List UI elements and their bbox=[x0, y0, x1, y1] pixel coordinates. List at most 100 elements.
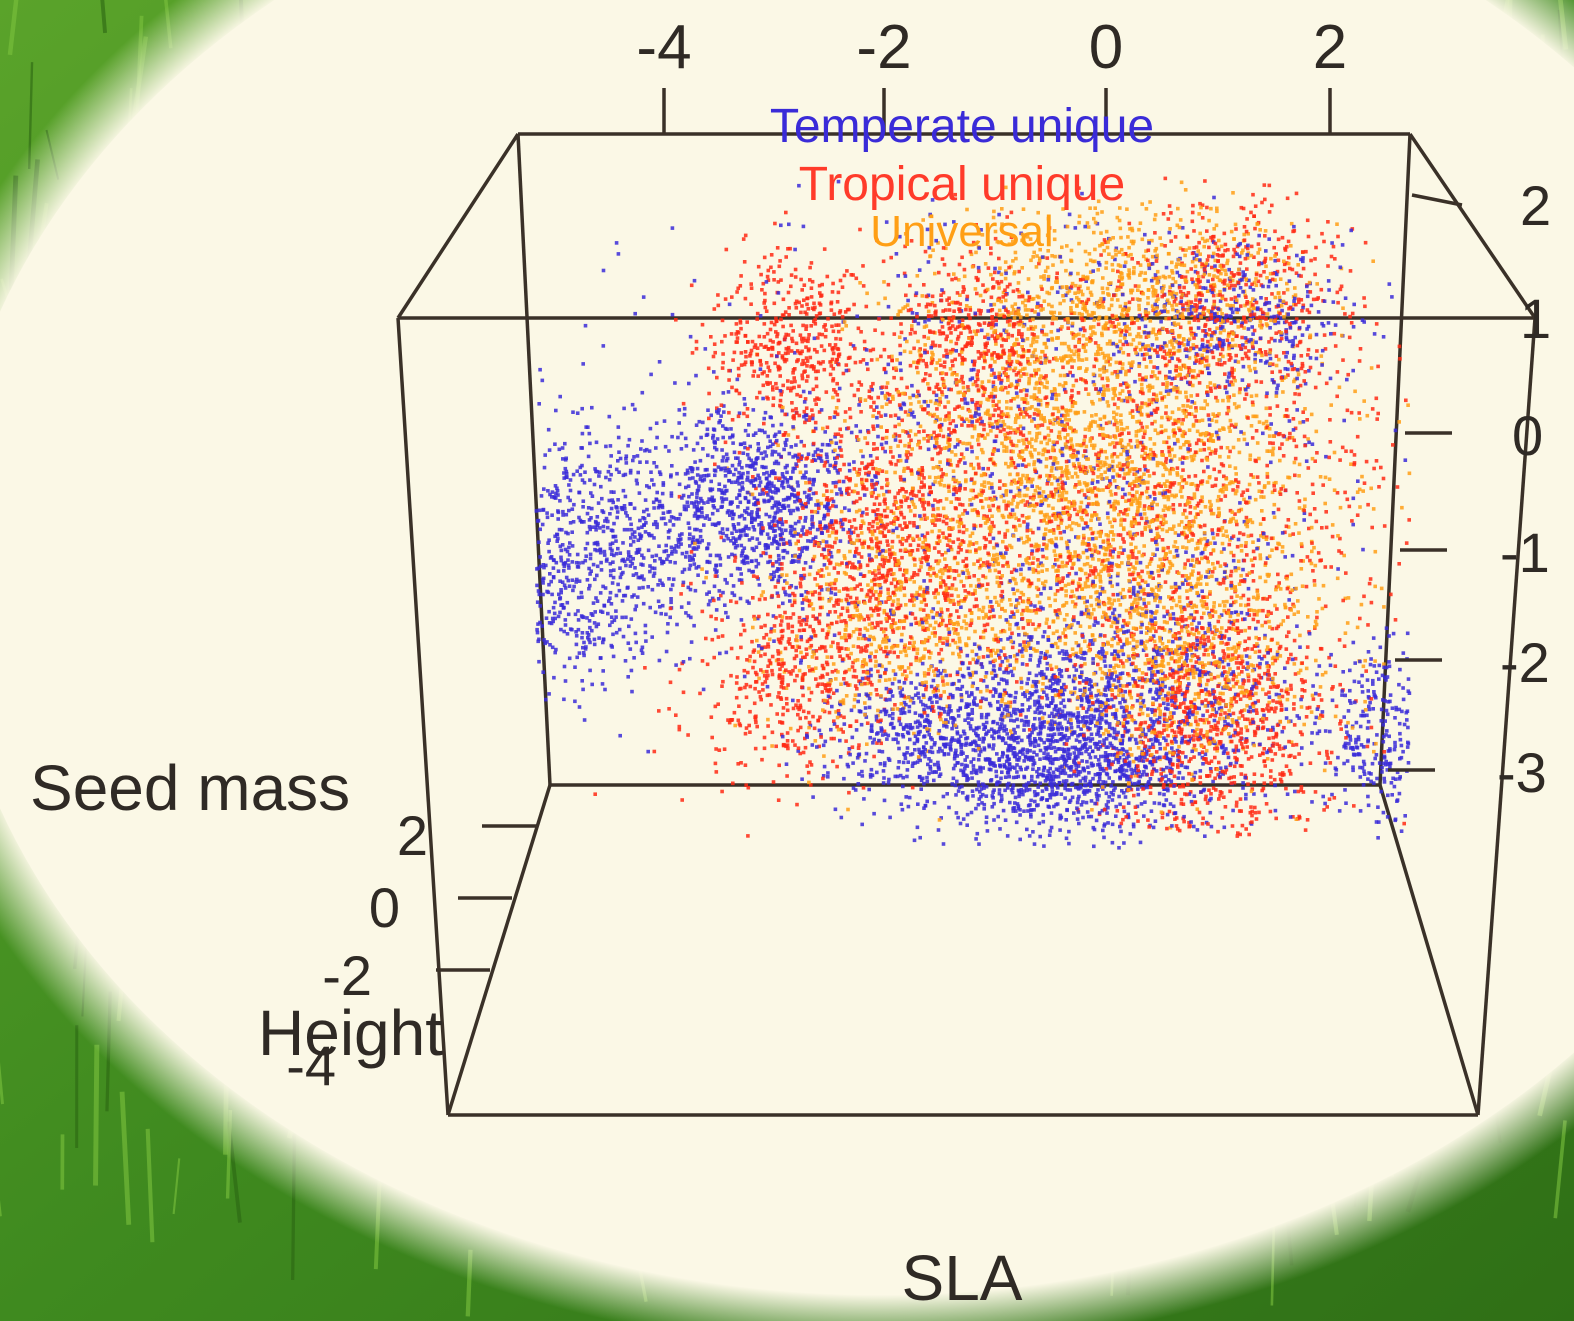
data-point bbox=[1222, 655, 1226, 660]
data-point bbox=[761, 688, 765, 692]
data-point bbox=[751, 574, 756, 578]
data-point bbox=[744, 695, 749, 700]
data-point bbox=[1174, 395, 1179, 400]
data-point bbox=[1046, 449, 1051, 454]
data-point bbox=[1204, 748, 1209, 753]
data-point bbox=[931, 340, 935, 345]
data-point bbox=[771, 780, 776, 784]
data-point bbox=[1192, 318, 1197, 322]
data-point bbox=[827, 534, 832, 538]
data-point bbox=[992, 545, 996, 550]
data-point bbox=[914, 621, 918, 625]
data-point bbox=[746, 670, 750, 675]
data-point bbox=[1270, 758, 1275, 762]
data-point bbox=[769, 703, 773, 707]
data-point bbox=[773, 361, 777, 366]
data-point bbox=[739, 363, 744, 367]
data-point bbox=[885, 381, 890, 385]
data-point bbox=[1197, 240, 1201, 245]
data-point bbox=[928, 623, 933, 628]
data-point bbox=[862, 339, 867, 344]
data-point bbox=[1312, 507, 1317, 511]
data-point bbox=[845, 609, 850, 613]
data-point bbox=[1206, 413, 1211, 417]
data-point bbox=[998, 663, 1003, 668]
data-point bbox=[577, 579, 582, 583]
data-point bbox=[824, 635, 829, 640]
data-point bbox=[1045, 256, 1050, 260]
data-point bbox=[1044, 457, 1049, 461]
data-point bbox=[721, 679, 725, 684]
data-point bbox=[791, 706, 796, 711]
data-point bbox=[561, 509, 565, 514]
data-point bbox=[814, 656, 819, 660]
data-point bbox=[852, 393, 857, 398]
data-point bbox=[1002, 422, 1007, 427]
data-point bbox=[1152, 442, 1157, 446]
data-point bbox=[1374, 459, 1379, 463]
data-point bbox=[797, 615, 802, 620]
data-point bbox=[1119, 452, 1123, 457]
data-point bbox=[952, 309, 956, 313]
data-point bbox=[1122, 618, 1126, 623]
data-point bbox=[1166, 252, 1171, 256]
data-point bbox=[873, 328, 877, 332]
data-point bbox=[836, 642, 840, 646]
data-point bbox=[1086, 225, 1091, 229]
data-point bbox=[1215, 399, 1220, 403]
data-point bbox=[1293, 755, 1297, 759]
data-point bbox=[1073, 554, 1078, 558]
data-point bbox=[1151, 370, 1155, 374]
data-point bbox=[934, 367, 938, 371]
data-point bbox=[1201, 816, 1205, 821]
data-point bbox=[1190, 219, 1195, 224]
data-point bbox=[1338, 287, 1343, 292]
data-point bbox=[679, 592, 683, 596]
data-point bbox=[797, 645, 802, 650]
data-point bbox=[1099, 253, 1103, 257]
data-point bbox=[915, 647, 920, 652]
data-point bbox=[1246, 782, 1250, 786]
data-point bbox=[1074, 483, 1078, 487]
data-point bbox=[1006, 390, 1010, 395]
data-point bbox=[822, 754, 826, 758]
data-point bbox=[939, 363, 943, 368]
data-point bbox=[872, 582, 877, 587]
data-point bbox=[1239, 727, 1243, 731]
data-point bbox=[1101, 488, 1105, 492]
data-point bbox=[1153, 213, 1158, 217]
data-point bbox=[1192, 453, 1197, 458]
data-point bbox=[1117, 551, 1121, 555]
data-point bbox=[1042, 274, 1046, 278]
data-point bbox=[923, 343, 927, 347]
data-point bbox=[1222, 231, 1227, 236]
data-point bbox=[584, 425, 588, 429]
data-point bbox=[812, 347, 817, 352]
data-point bbox=[704, 575, 708, 580]
data-point bbox=[1186, 582, 1190, 586]
data-point bbox=[1215, 206, 1219, 211]
data-point bbox=[853, 566, 857, 570]
data-point bbox=[1171, 307, 1175, 312]
data-point bbox=[1126, 353, 1131, 357]
data-point bbox=[969, 445, 974, 449]
data-point bbox=[1265, 276, 1269, 280]
data-point bbox=[1225, 534, 1229, 539]
data-point bbox=[772, 278, 776, 282]
data-point bbox=[1306, 437, 1310, 441]
data-point bbox=[775, 334, 779, 339]
data-point bbox=[1067, 517, 1072, 521]
data-point bbox=[919, 353, 923, 358]
data-point bbox=[1197, 661, 1202, 665]
data-point bbox=[1120, 551, 1125, 555]
data-point bbox=[606, 611, 610, 616]
data-point bbox=[614, 609, 618, 613]
data-point bbox=[1036, 413, 1040, 417]
data-point bbox=[1244, 229, 1249, 234]
data-point bbox=[1128, 438, 1133, 443]
data-point bbox=[989, 482, 994, 486]
data-point bbox=[871, 466, 875, 471]
data-point bbox=[951, 315, 956, 319]
data-point bbox=[1120, 648, 1124, 653]
data-point bbox=[1246, 534, 1251, 538]
